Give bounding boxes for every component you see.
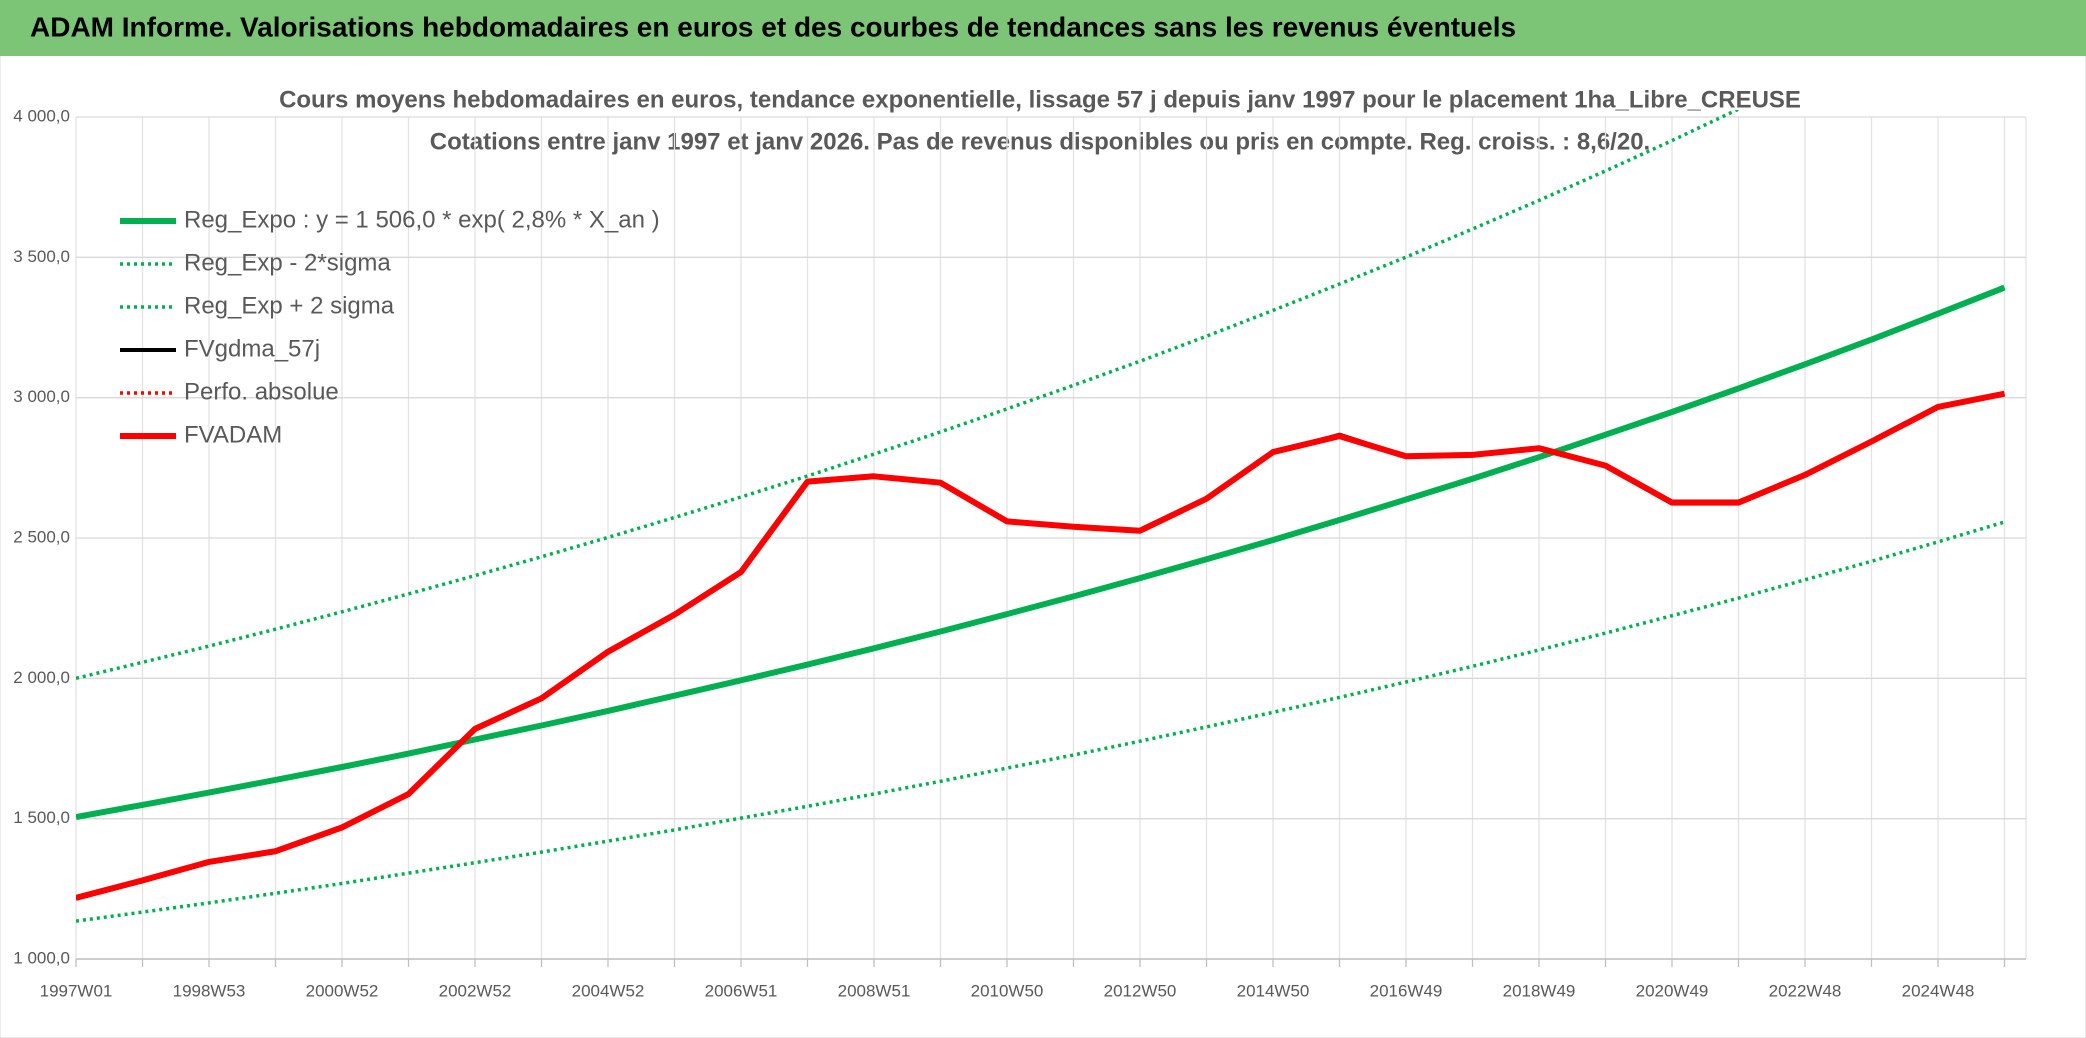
chart-title: Cours moyens hebdomadaires en euros, ten… (279, 86, 1801, 113)
series-line (76, 520, 2006, 923)
title-banner (0, 0, 2086, 56)
legend-label: Perfo. absolue (184, 378, 339, 405)
y-tick-label: 3 000,0 (13, 387, 70, 406)
x-tick-label: 2000W52 (306, 981, 379, 1000)
legend-label: Reg_Exp + 2 sigma (184, 292, 395, 319)
page-title: ADAM Informe. Valorisations hebdomadaire… (30, 11, 1516, 42)
x-tick-label: 1998W53 (173, 981, 246, 1000)
y-tick-label: 1 000,0 (13, 948, 70, 967)
plot-lines (76, 110, 2006, 923)
legend-label: Reg_Expo : y = 1 506,0 * exp( 2,8% * X_a… (184, 206, 660, 233)
x-tick-label: 2016W49 (1370, 981, 1443, 1000)
y-tick-label: 4 000,0 (13, 106, 70, 125)
x-tick-label: 2024W48 (1902, 981, 1975, 1000)
legend-label: FVADAM (184, 421, 282, 448)
x-tick-label: 2014W50 (1237, 981, 1310, 1000)
x-tick-label: 2012W50 (1104, 981, 1177, 1000)
x-tick-label: 2004W52 (572, 981, 645, 1000)
x-tick-label: 2010W50 (971, 981, 1044, 1000)
series-line (76, 390, 2006, 901)
x-tick-label: 2018W49 (1503, 981, 1576, 1000)
y-tick-label: 2 500,0 (13, 527, 70, 546)
x-tick-label: 2020W49 (1636, 981, 1709, 1000)
y-tick-label: 1 500,0 (13, 808, 70, 827)
x-tick-label: 2008W51 (838, 981, 911, 1000)
chart-subtitle: Cotations entre janv 1997 et janv 2026. … (430, 128, 1650, 155)
x-tick-label: 2006W51 (705, 981, 778, 1000)
legend-label: Reg_Exp - 2*sigma (184, 249, 391, 276)
x-tick-label: 2002W52 (439, 981, 512, 1000)
series-line (76, 284, 2006, 820)
y-tick-label: 2 000,0 (13, 668, 70, 687)
x-tick-label: 1997W01 (40, 981, 113, 1000)
series-line (76, 110, 1741, 681)
legend-label: FVgdma_57j (184, 335, 320, 362)
y-tick-label: 3 500,0 (13, 247, 70, 266)
x-tick-label: 2022W48 (1769, 981, 1842, 1000)
